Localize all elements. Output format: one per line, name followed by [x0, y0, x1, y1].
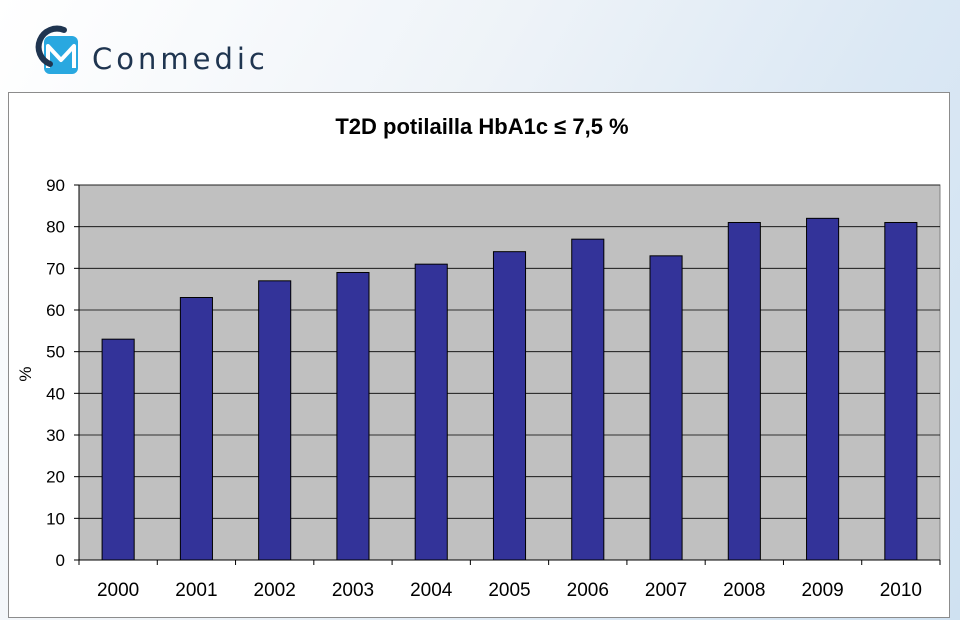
x-tick-label: 2003: [332, 580, 374, 601]
y-tick-label: 0: [56, 551, 65, 570]
x-tick-label: 2010: [880, 580, 922, 601]
bar: [101, 338, 135, 561]
y-axis-label: %: [16, 366, 35, 381]
y-tick-label: 60: [46, 301, 65, 320]
x-tick-label: 2001: [175, 580, 217, 601]
x-tick-label: 2004: [410, 580, 453, 601]
chart-title: T2D potilailla HbA1c ≤ 7,5 %: [335, 114, 628, 139]
y-tick-label: 90: [46, 176, 65, 195]
bar: [336, 272, 370, 561]
x-tick-label: 2002: [254, 580, 296, 601]
bar: [492, 251, 527, 561]
bar: [414, 263, 448, 561]
x-tick-label: 2007: [645, 580, 687, 601]
y-tick-label: 10: [46, 509, 65, 528]
bar: [258, 280, 292, 561]
conmedic-logo-icon: [35, 25, 78, 74]
x-tick-label: 2000: [97, 580, 139, 601]
x-tick-label: 2008: [723, 580, 765, 601]
plot-area: 0 10 20 30 40 50 60 70 80 90 2000 2001 2002 2003 2004 2…: [46, 176, 941, 601]
bar: [727, 222, 761, 561]
chart-panel: T2D potilailla HbA1c ≤ 7,5 % % 0 10 20 30 40…: [8, 92, 950, 618]
y-tick-label: 80: [46, 218, 65, 237]
y-tick-label: 70: [46, 259, 65, 278]
bar: [571, 238, 605, 561]
bar: [884, 222, 918, 561]
x-tick-label: 2006: [567, 580, 609, 601]
bar-chart: T2D potilailla HbA1c ≤ 7,5 % % 0 10 20 30 40…: [16, 114, 941, 601]
y-tick-label: 30: [46, 426, 65, 445]
bar: [806, 217, 840, 561]
x-tick-label: 2005: [488, 580, 530, 601]
y-tick-label: 40: [46, 384, 65, 403]
y-tick-label: 50: [46, 343, 65, 362]
y-tick-label: 20: [46, 468, 65, 487]
bar: [179, 297, 213, 561]
bar: [649, 255, 683, 561]
brand-logo: Conmedic: [30, 22, 270, 82]
brand-name: Conmedic: [92, 42, 269, 76]
x-tick-label: 2009: [801, 580, 843, 601]
